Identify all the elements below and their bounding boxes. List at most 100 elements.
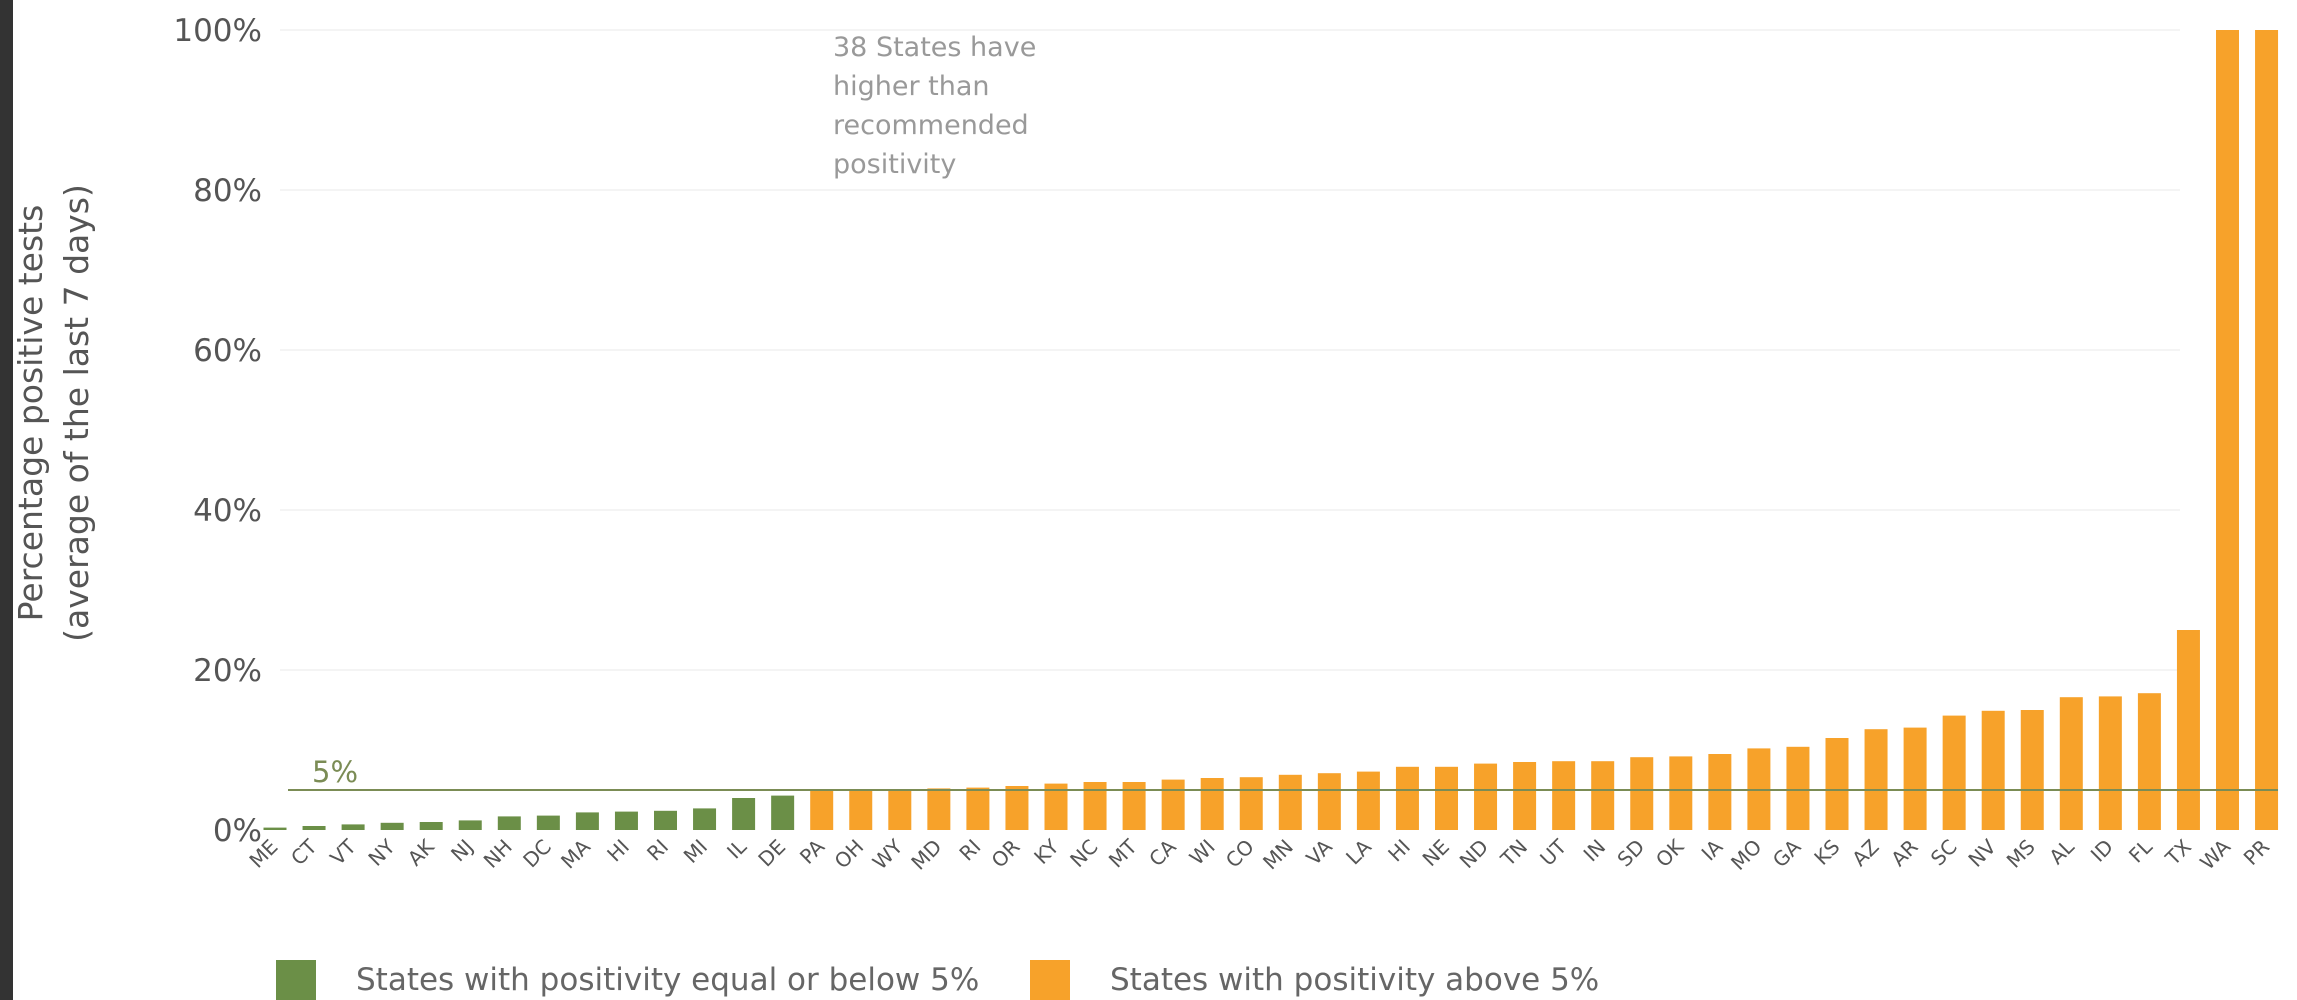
x-tick-label: HI	[602, 835, 634, 867]
bar-nj	[458, 820, 482, 830]
x-tick-label: OH	[830, 835, 869, 874]
annotation-line-3: recommended	[833, 110, 1029, 141]
bar-de	[771, 795, 795, 830]
bar-ms	[2020, 710, 2044, 830]
legend-swatch-green	[276, 960, 316, 1000]
bar-tx	[2176, 630, 2200, 830]
x-tick-label: UT	[1535, 834, 1572, 871]
y-axis-label-line-2: (average of the last 7 days)	[57, 184, 96, 642]
y-tick-label: 60%	[193, 333, 262, 369]
bar-ar	[1903, 727, 1927, 830]
bar-mn	[1278, 774, 1302, 830]
x-tick-label: TN	[1495, 835, 1532, 872]
x-tick-label: SC	[1926, 835, 1962, 871]
threshold-group: 5%	[288, 755, 2278, 791]
x-tick-label: NH	[479, 835, 517, 873]
chart-annotation: 38 States have higher than recommended p…	[833, 32, 1045, 180]
x-tick-label: WI	[1185, 835, 1220, 870]
bar-mi	[693, 808, 717, 830]
bar-pr	[2255, 30, 2279, 830]
bar-hi	[614, 811, 638, 830]
legend-label-below: States with positivity equal or below 5%	[356, 962, 980, 998]
bar-fl	[2137, 693, 2161, 830]
x-tick-label: ND	[1455, 835, 1493, 873]
x-tick-label: SD	[1612, 835, 1649, 872]
x-tick-label: WY	[868, 834, 908, 874]
bar-mt	[1122, 782, 1146, 830]
y-tick-label: 100%	[173, 13, 262, 49]
bar-nh	[497, 816, 521, 830]
bar-oh	[849, 790, 873, 830]
legend-swatch-orange	[1030, 960, 1070, 1000]
x-tick-label: AZ	[1847, 835, 1883, 871]
x-tick-label: MT	[1104, 834, 1142, 872]
x-tick-label: MA	[556, 834, 595, 873]
x-tick-label: MS	[2002, 835, 2040, 873]
x-tick-label: MN	[1258, 835, 1298, 875]
bar-al	[2059, 697, 2083, 830]
y-axis-label-line-1: Percentage positive tests	[11, 205, 50, 622]
left-border-strip	[0, 0, 13, 1000]
annotation-line-2: higher than	[833, 71, 990, 102]
bar-ri	[654, 810, 677, 830]
bar-wa	[2216, 30, 2239, 830]
bar-chart: 0%20%40%60%80%100% 5% ME CT VT NY AK NJ NH DC MA…	[11, 13, 2279, 875]
x-tick-label: KY	[1029, 834, 1064, 869]
y-axis-label: Percentage positive tests (average of th…	[11, 184, 96, 642]
bar-ak	[419, 822, 443, 830]
bar-ct	[302, 826, 326, 830]
bar-il	[732, 798, 756, 830]
annotation-line-4: positivity	[833, 149, 956, 180]
x-tick-label: OR	[987, 834, 1025, 872]
bar-wy	[888, 789, 912, 830]
y-axis-ticks: 0% 20% 40% 60% 80% 100%	[173, 13, 262, 849]
bar-co	[1239, 777, 1263, 830]
bar-ks	[1825, 738, 1849, 830]
bar-va	[1317, 773, 1341, 830]
bar-ok	[1669, 756, 1693, 830]
bar-sd	[1630, 757, 1654, 830]
bar-or	[1005, 786, 1029, 830]
x-tick-label: ID	[2086, 835, 2118, 867]
x-tick-label: MI	[679, 835, 712, 868]
bar-ri	[966, 787, 990, 830]
x-tick-label: WA	[2195, 834, 2235, 874]
x-tick-label: HI	[1383, 835, 1415, 867]
legend-item-below: States with positivity equal or below 5%	[276, 960, 979, 1000]
x-tick-label: CO	[1221, 835, 1259, 873]
x-tick-label: AK	[403, 834, 440, 871]
x-tick-label: VT	[325, 834, 361, 870]
y-tick-label: 0%	[213, 813, 262, 849]
x-tick-label: FL	[2124, 834, 2158, 868]
bar-sc	[1942, 715, 1966, 830]
x-tick-label: MO	[1726, 835, 1766, 875]
bar-id	[2098, 696, 2122, 830]
bar-ia	[1708, 754, 1732, 830]
x-tick-label: NJ	[446, 835, 478, 867]
bar-ma	[575, 812, 599, 830]
bar-wi	[1200, 778, 1224, 830]
annotation-line-1: 38 States have	[833, 32, 1036, 63]
x-tick-label: OK	[1651, 834, 1689, 872]
bars	[263, 30, 2279, 830]
x-tick-label: GA	[1768, 834, 1806, 872]
x-tick-label: NY	[363, 834, 400, 871]
bar-ky	[1044, 783, 1068, 830]
threshold-label: 5%	[312, 755, 358, 789]
x-tick-label: NC	[1065, 835, 1102, 872]
x-tick-label: MD	[906, 835, 946, 875]
x-tick-label: RI	[954, 835, 985, 866]
legend: States with positivity equal or below 5%…	[0, 940, 2297, 1000]
x-tick-label: IA	[1697, 834, 1728, 865]
x-tick-label: LA	[1341, 834, 1376, 869]
x-tick-label: IN	[1579, 835, 1611, 867]
bar-nc	[1083, 782, 1107, 830]
bar-nd	[1474, 763, 1498, 830]
x-tick-label: VA	[1301, 834, 1337, 870]
bar-la	[1356, 771, 1380, 830]
bar-md	[927, 788, 951, 830]
x-tick-label: KS	[1809, 835, 1844, 870]
bar-hi	[1395, 766, 1419, 830]
bar-tn	[1513, 762, 1537, 830]
